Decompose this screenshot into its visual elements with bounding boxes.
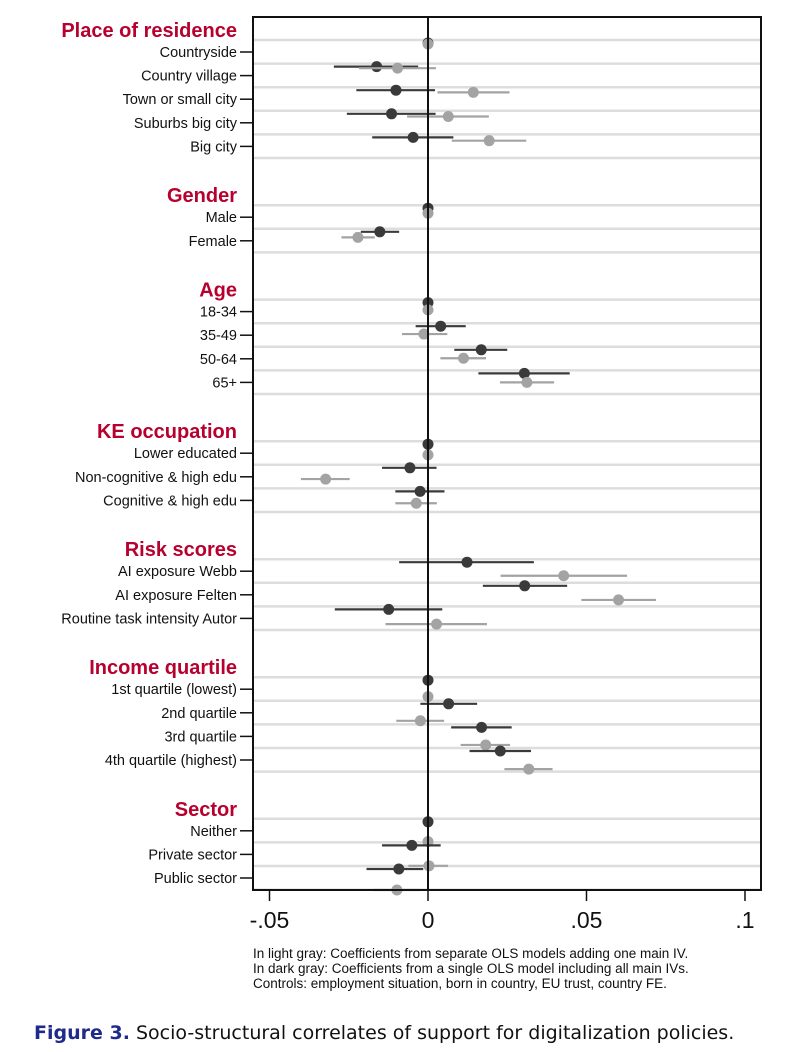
row-label: Routine task intensity Autor <box>61 611 237 627</box>
dark-coef-point <box>406 839 418 851</box>
section-header: Gender <box>167 185 237 207</box>
light-coef-point <box>392 62 404 74</box>
light-coef-point <box>458 352 470 364</box>
note-controls: Controls: employment situation, born in … <box>253 976 667 991</box>
row-label: Female <box>189 234 237 250</box>
light-coef-point <box>431 618 443 630</box>
row-label: Lower educated <box>134 446 237 462</box>
row-label: Non-cognitive & high edu <box>75 470 237 486</box>
x-tick-label: -.05 <box>250 907 290 933</box>
dark-coef-point <box>435 320 447 332</box>
row-label: 65+ <box>212 375 237 391</box>
light-coef-point <box>442 111 454 123</box>
dark-coef-point <box>404 462 416 474</box>
section-header: Place of residence <box>61 20 237 42</box>
row-labels: Place of residence Countryside Country vil… <box>61 20 237 887</box>
section-header: Age <box>199 280 237 302</box>
x-axis: -.05 0 .05 .1 <box>240 16 762 933</box>
row-label: Public sector <box>154 871 237 887</box>
row-label: 4th quartile (highest) <box>105 753 237 769</box>
dark-coef-point <box>383 603 395 615</box>
light-coef-point <box>558 570 570 582</box>
row-label: Big city <box>190 139 237 155</box>
light-coef-point <box>418 328 430 340</box>
dark-coef-point <box>371 61 383 73</box>
dark-coef-point <box>386 108 398 120</box>
light-coef-point <box>320 473 332 485</box>
x-tick-label: .05 <box>571 907 603 933</box>
section-header: Sector <box>175 799 237 821</box>
row-label: 50-64 <box>200 352 237 368</box>
dark-coef-point <box>519 580 531 592</box>
light-coef-point <box>414 715 426 727</box>
dark-coef-point <box>475 344 487 356</box>
section-header: Income quartile <box>89 657 237 679</box>
dark-coef-point <box>374 226 386 238</box>
light-coef-point <box>483 135 495 147</box>
caption-text: Socio-structural correlates of support f… <box>130 1022 734 1044</box>
note-light-gray: In light gray: Coefficients from separat… <box>253 946 688 961</box>
note-dark-gray: In dark gray: Coefficients from a single… <box>253 961 689 976</box>
dark-coef-point <box>518 367 530 379</box>
dark-coef-point <box>414 485 426 497</box>
light-coef-point <box>613 594 625 606</box>
row-label: Countryside <box>160 45 237 61</box>
figure-label: Figure 3. <box>34 1022 130 1044</box>
row-label: 1st quartile (lowest) <box>111 682 237 698</box>
row-label: Male <box>206 210 237 226</box>
plot-marks <box>300 37 656 896</box>
light-coef-point <box>352 231 364 243</box>
light-coef-point <box>523 763 535 775</box>
section-header: KE occupation <box>97 421 237 443</box>
dark-coef-point <box>461 556 473 568</box>
row-label: Town or small city <box>123 92 238 108</box>
row-label: Neither <box>190 824 237 840</box>
row-label: AI exposure Felten <box>115 588 237 604</box>
row-label: 3rd quartile <box>164 729 237 745</box>
dark-coef-point <box>390 84 402 96</box>
x-tick-label: 0 <box>422 907 435 933</box>
notes: In light gray: Coefficients from separat… <box>253 946 689 991</box>
gridlines <box>254 38 760 891</box>
light-coef-point <box>480 739 492 751</box>
dark-coef-point <box>443 698 455 710</box>
figure-caption: Figure 3. Socio-structural correlates of… <box>34 1022 734 1044</box>
x-tick-label: .1 <box>735 907 754 933</box>
row-label: Suburbs big city <box>134 116 238 132</box>
dark-coef-point <box>476 721 488 733</box>
row-label: Private sector <box>148 847 237 863</box>
row-label: Country village <box>141 69 237 85</box>
row-label: Cognitive & high edu <box>103 493 237 509</box>
light-coef-point <box>467 86 479 98</box>
plot-frame <box>252 16 762 891</box>
row-label: 2nd quartile <box>161 706 237 722</box>
dark-coef-point <box>393 863 405 875</box>
row-label: 35-49 <box>200 328 237 344</box>
dark-coef-point <box>494 745 506 757</box>
dark-coef-point <box>407 131 419 143</box>
light-coef-point <box>410 497 422 509</box>
row-label: 18-34 <box>200 305 237 321</box>
row-label: AI exposure Webb <box>118 564 237 580</box>
section-header: Risk scores <box>125 539 237 561</box>
light-coef-point <box>521 376 533 388</box>
